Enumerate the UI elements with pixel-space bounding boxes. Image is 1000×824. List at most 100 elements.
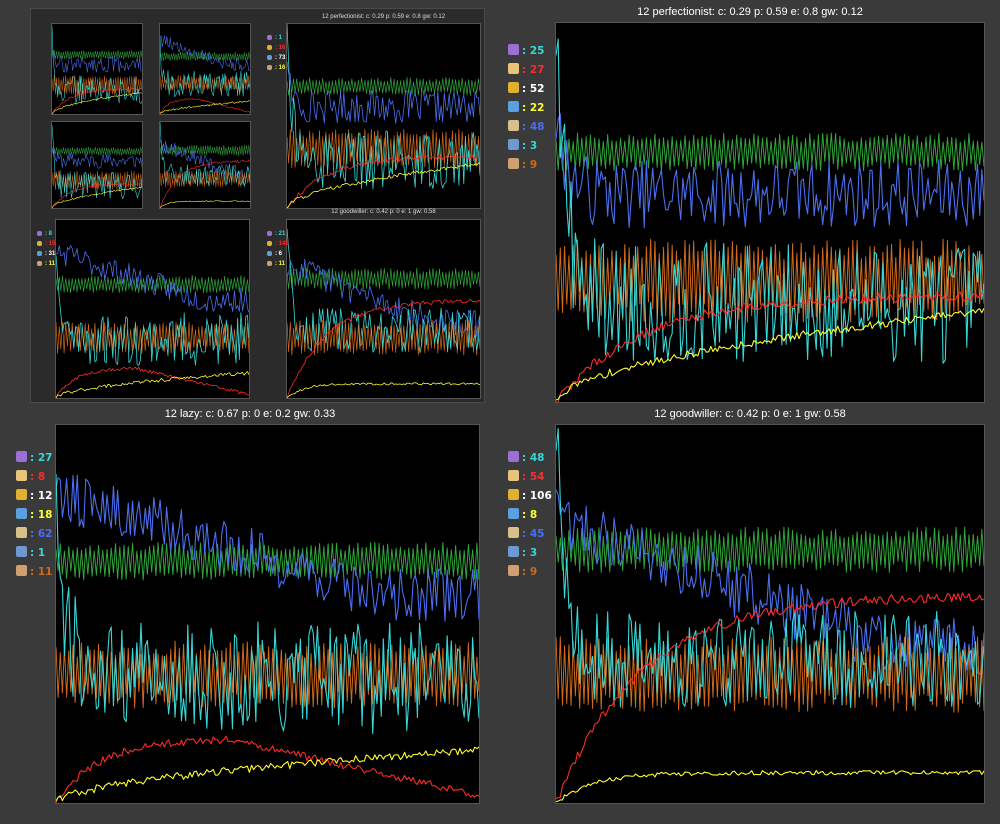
legend-value: : 27 (30, 452, 53, 464)
mini-plot-e-svg (287, 24, 480, 208)
legend-entry: : 11 (37, 259, 55, 269)
hourglass-icon (508, 527, 519, 538)
person-icon (267, 35, 272, 40)
legend-entry: : 18 (16, 506, 52, 525)
mini-plot-a (51, 23, 143, 115)
legend-entry: : 1 (16, 544, 52, 563)
chart-title: 12 goodwiller: c: 0.42 p: 0 e: 1 gw: 0.5… (654, 408, 846, 420)
legend-value: : 31 (45, 251, 56, 257)
legend-value: : 12 (30, 490, 53, 502)
legend-value: : 6 (275, 251, 283, 257)
series-line (556, 132, 984, 172)
mini-plot-e (286, 23, 481, 209)
person-icon (16, 451, 27, 462)
plot-area (55, 424, 480, 804)
legend-value: : 1 (275, 35, 283, 41)
inset-legend-1: : 1: 16: 73: 16 (267, 33, 285, 73)
series-line (52, 87, 142, 114)
mini-plot-d-svg (160, 122, 250, 208)
inset-screenshot: 12 perfectionist: c: 0.29 p: 0.59 e: 0.8… (30, 8, 485, 403)
legend-value: : 1 (30, 547, 46, 559)
money-bag-icon (508, 489, 519, 500)
series-line (287, 24, 480, 190)
series-line (56, 746, 479, 802)
legend-entry: : 3 (508, 544, 552, 563)
series-line (287, 61, 480, 124)
series-line (52, 49, 142, 73)
person-icon (508, 44, 519, 55)
mini-plot-c-svg (52, 124, 142, 208)
legend-value: : 54 (522, 471, 545, 483)
muscle-icon (267, 261, 272, 266)
series-line (52, 147, 142, 169)
series-line (160, 122, 250, 187)
sweat-face-icon (267, 251, 272, 256)
inset-title-perfectionist: 12 perfectionist: c: 0.29 p: 0.59 e: 0.8… (321, 14, 446, 20)
series-line (160, 144, 250, 156)
series-line (287, 77, 480, 97)
legend-entry: : 6 (267, 249, 289, 259)
mini-plot-b (159, 23, 251, 115)
legend-value: : 145 (275, 241, 289, 247)
series-line (56, 245, 249, 313)
ticket-icon (508, 63, 519, 74)
legend-entry: : 48 (508, 449, 552, 468)
chart-legend: : 27: 8: 12: 18: 62: 1: 11 (16, 449, 52, 582)
legend-entry: : 1 (267, 33, 285, 43)
hourglass-icon (16, 527, 27, 538)
legend-value: : 25 (522, 45, 545, 57)
muscle-icon (267, 65, 272, 70)
series-line (556, 308, 984, 401)
legend-value: : 11 (30, 566, 53, 578)
legend-entry: : 8 (37, 229, 55, 239)
series-line (556, 291, 984, 402)
series-line (287, 298, 480, 398)
series-line (287, 154, 480, 208)
legend-entry: : 8 (508, 506, 552, 525)
legend-entry: : 16 (267, 43, 285, 53)
person-icon (37, 231, 42, 236)
series-line (160, 100, 250, 114)
legend-entry: : 52 (508, 80, 544, 99)
series-line (56, 541, 479, 581)
legend-entry: : 9 (508, 156, 544, 175)
series-line (56, 473, 479, 735)
series-line (52, 124, 142, 200)
legend-entry: : 31 (37, 249, 55, 259)
sweat-face-icon (508, 101, 519, 112)
series-line (160, 35, 250, 71)
plot-area (555, 424, 985, 804)
legend-value: : 27 (522, 64, 545, 76)
legend-value: : 11 (45, 261, 56, 267)
legend-entry: : 106 (508, 487, 552, 506)
legend-entry: : 27 (16, 449, 52, 468)
series-line (160, 200, 250, 208)
legend-value: : 9 (522, 159, 538, 171)
plot-svg (556, 38, 984, 402)
series-line (160, 159, 250, 208)
legend-value: : 62 (30, 528, 53, 540)
plot-svg (56, 473, 479, 803)
series-line (556, 526, 984, 573)
person-icon (267, 231, 272, 236)
muscle-icon (508, 565, 519, 576)
series-line (56, 474, 479, 622)
series-line (56, 735, 479, 803)
inset-title-goodwiller: 12 goodwiller: c: 0.42 p: 0 e: 1 gw: 0.5… (331, 209, 436, 215)
series-line (556, 770, 984, 803)
money-bag-icon (508, 82, 519, 93)
legend-value: : 52 (522, 83, 545, 95)
ticket-icon (508, 470, 519, 481)
legend-value: : 3 (522, 140, 538, 152)
legend-entry: : 73 (267, 53, 285, 63)
legend-value: : 8 (45, 231, 53, 237)
sweat-face-icon (267, 55, 272, 60)
legend-entry: : 12 (16, 487, 52, 506)
series-line (160, 98, 250, 114)
legend-value: : 18 (30, 509, 53, 521)
legend-value: : 16 (275, 65, 286, 71)
series-line (52, 186, 142, 208)
legend-entry: : 48 (508, 118, 544, 137)
money-bag-icon (267, 45, 272, 50)
series-line (287, 258, 480, 337)
